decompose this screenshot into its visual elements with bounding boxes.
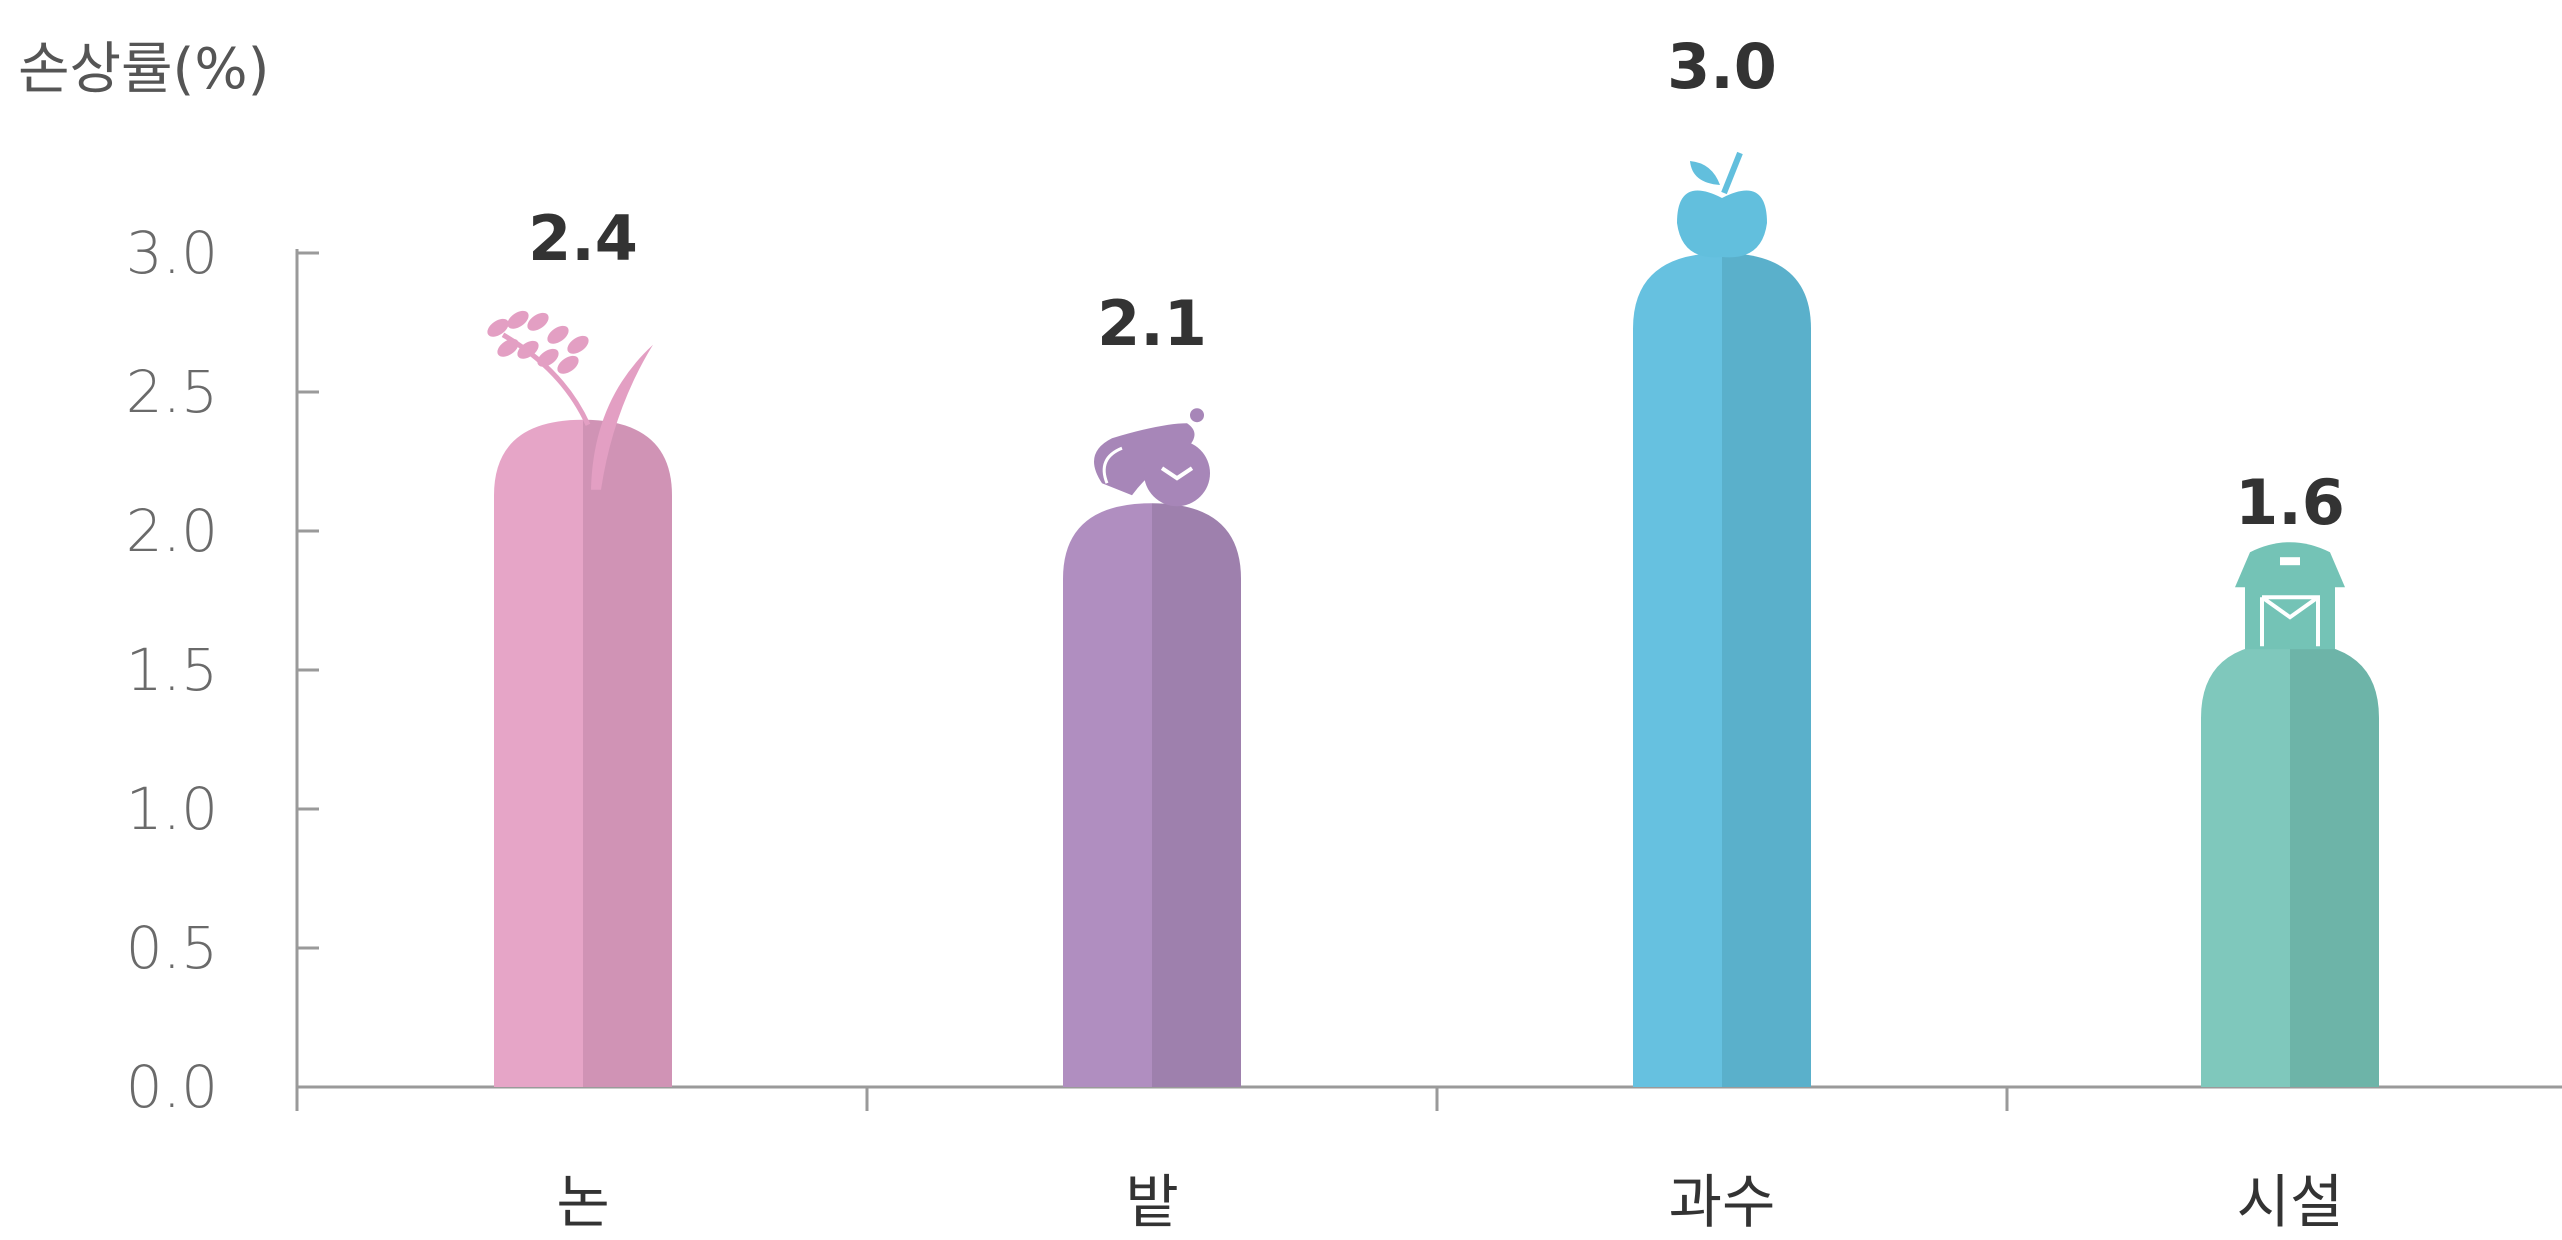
y-tick-label: 2.5 xyxy=(126,358,218,426)
bar-right-half xyxy=(1722,253,1811,1087)
eggplant-stem xyxy=(1190,408,1204,423)
rice-grain xyxy=(497,338,519,357)
apple-body xyxy=(1677,190,1767,258)
value-labels: 2.4 2.1 3.0 1.6 xyxy=(528,30,2345,539)
rice-grain xyxy=(567,335,589,354)
y-tick-label: 3.0 xyxy=(126,219,218,287)
rice-grain xyxy=(527,312,549,331)
y-tick-label: 2.0 xyxy=(126,497,218,565)
y-tick-label: 0.0 xyxy=(126,1053,218,1121)
rice-grain xyxy=(507,310,529,329)
bar-right-half xyxy=(2290,642,2379,1087)
rice-grain xyxy=(547,325,569,344)
rice-grain xyxy=(537,348,559,367)
value-label: 2.4 xyxy=(528,202,638,275)
y-tick-label: 1.5 xyxy=(126,636,218,704)
rice-plant-icon xyxy=(487,310,653,490)
bar-2 xyxy=(1063,503,1241,1087)
apple-leaf xyxy=(1690,161,1720,185)
bar-left-half xyxy=(1063,503,1152,1087)
bar-right-half xyxy=(1152,503,1241,1087)
y-axis-label: 손상률(%) xyxy=(18,37,269,102)
y-tick-label: 0.5 xyxy=(126,914,218,982)
bar-4 xyxy=(2201,642,2379,1087)
bars xyxy=(494,253,2379,1087)
value-label: 3.0 xyxy=(1667,30,1777,103)
category-label: 논 xyxy=(556,1168,609,1236)
eggplant-highlight xyxy=(1102,446,1123,484)
category-label: 과수 xyxy=(1669,1168,1776,1236)
value-label: 2.1 xyxy=(1097,287,1207,360)
rice-grain xyxy=(487,318,509,337)
rice-grain xyxy=(517,340,539,359)
axes: 0.0 0.5 1.0 1.5 2.0 2.5 3.0 xyxy=(126,219,2562,1121)
rice-leaf xyxy=(591,344,653,490)
greenhouse-icon xyxy=(2235,542,2345,650)
apple-stem xyxy=(1721,151,1743,195)
bar-icons xyxy=(487,151,2345,650)
bar-right-half xyxy=(583,419,672,1087)
category-label: 시설 xyxy=(2237,1168,2344,1236)
rice-grain xyxy=(557,355,579,374)
bar-left-half xyxy=(2201,642,2290,1087)
category-labels: 논 밭 과수 시설 xyxy=(556,1168,2343,1236)
value-label: 1.6 xyxy=(2235,466,2345,539)
bar-1 xyxy=(494,419,672,1087)
apple-icon xyxy=(1677,151,1767,258)
greenhouse-door xyxy=(2260,595,2320,647)
y-tick-label: 1.0 xyxy=(126,775,218,843)
greenhouse-window xyxy=(2280,557,2300,566)
category-label: 밭 xyxy=(1125,1168,1178,1236)
bar-left-half xyxy=(1633,253,1722,1087)
eggplant-icon xyxy=(1094,408,1210,507)
vegetable-leaf-mark xyxy=(1160,466,1194,481)
round-vegetable xyxy=(1144,440,1210,507)
bar-3 xyxy=(1633,253,1811,1087)
bar-left-half xyxy=(494,419,583,1087)
